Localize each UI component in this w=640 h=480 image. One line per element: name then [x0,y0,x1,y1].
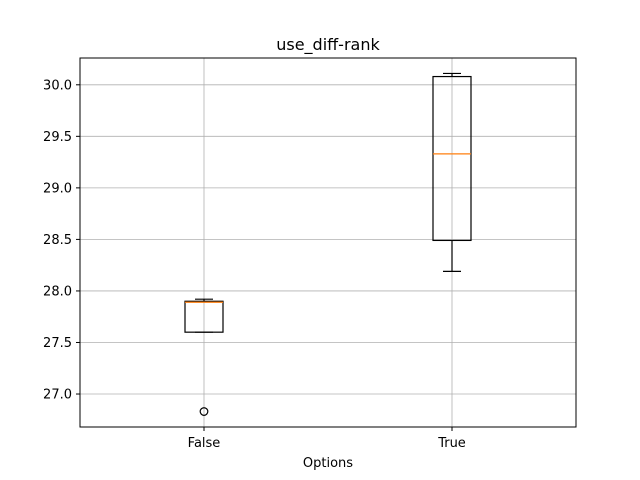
y-tick-label-4: 29.0 [43,181,72,196]
axes-frame [79,57,577,428]
chart-title: use_diff-rank [276,35,380,55]
y-tick-label-5: 29.5 [43,130,72,145]
y-tick-label-6: 30.0 [43,78,72,93]
box-series [184,72,472,416]
y-tick-label-2: 28.0 [43,284,72,299]
x-tick-label-false: False [188,436,221,451]
y-tick-label-3: 28.5 [43,233,72,248]
x-tick-label-true: True [437,436,466,451]
box-true [432,75,472,242]
box-group-false [184,298,224,416]
y-tick-label-0: 27.0 [43,388,72,403]
box-group-true [432,72,472,272]
axes: 27.0 27.5 28.0 28.5 29.0 29.5 30.0 False True [43,57,577,451]
box-false [184,300,224,333]
outlier-false-0 [199,407,209,416]
x-axis-label: Options [303,456,353,471]
y-tick-label-1: 27.5 [43,336,72,351]
